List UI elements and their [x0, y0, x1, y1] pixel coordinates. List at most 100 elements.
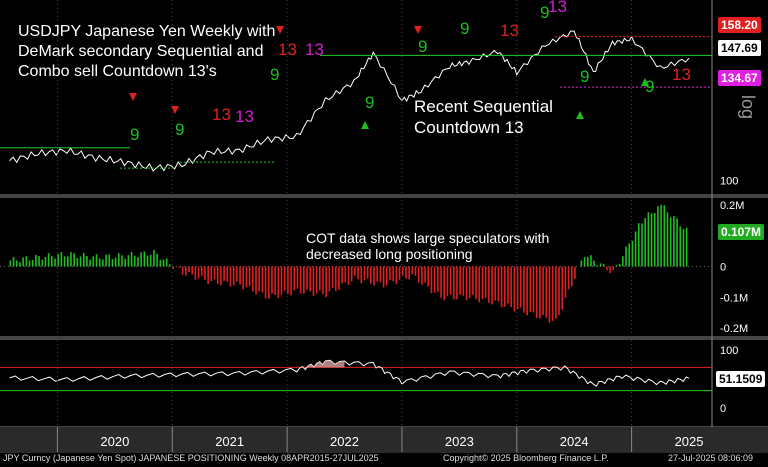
cot-bar: [200, 266, 203, 276]
cot-bar: [315, 266, 318, 294]
cot-bar: [31, 259, 34, 267]
cot-bar: [637, 223, 640, 267]
cot-bar: [481, 266, 484, 300]
cot-bar: [679, 226, 682, 267]
cot-bar: [73, 253, 75, 267]
cot-bar: [615, 265, 618, 267]
signal-arrow: [414, 26, 422, 34]
oscillator-line: [9, 359, 690, 387]
cot-bar: [197, 266, 200, 279]
cot-bar: [433, 266, 436, 293]
footer-source: JPY Curncy (Japanese Yen Spot) JAPANESE …: [3, 453, 379, 463]
cot-bar: [507, 266, 509, 304]
footer-timestamp: 27-Jul-2025 08:06:09: [668, 453, 754, 463]
cot-bar: [127, 255, 130, 267]
cot-bar: [98, 258, 101, 267]
cot-bar: [143, 251, 146, 267]
cot-tick-label: 0: [720, 262, 726, 274]
cot-bar: [504, 266, 506, 307]
cot-bar: [264, 266, 267, 299]
countdown-label: 9: [460, 19, 469, 38]
signal-arrow: [129, 93, 137, 101]
cot-bar: [376, 266, 379, 282]
cot-bar: [35, 254, 37, 267]
cot-bar: [38, 256, 40, 267]
cot-bar: [609, 266, 611, 273]
cot-bar: [245, 266, 248, 288]
cot-bar: [392, 266, 394, 282]
cot-bar: [405, 266, 407, 279]
cot-bar: [354, 266, 356, 276]
cot-bar: [535, 266, 538, 319]
x-tick-label: 2021: [215, 434, 244, 449]
cot-bar: [95, 254, 98, 267]
x-tick-label: 2024: [560, 434, 589, 449]
countdown-label: 9: [175, 120, 184, 139]
cot-tick-label: -0.1M: [720, 292, 748, 304]
x-tick-label: 2020: [100, 434, 129, 449]
oscillator-panel: 100500: [0, 345, 738, 415]
cot-bar: [133, 255, 136, 267]
cot-bar: [299, 266, 302, 294]
cot-bar: [277, 266, 280, 299]
cot-bar: [357, 266, 359, 280]
cot-bar: [9, 260, 12, 267]
countdown-label: 9: [540, 3, 549, 22]
cot-bar: [331, 266, 334, 289]
signal-arrow: [576, 111, 584, 119]
cot-last-tag: 0.107M: [718, 224, 765, 240]
price-tick-label: 100: [720, 175, 738, 187]
cot-bar: [76, 258, 79, 267]
cot-bar: [306, 266, 308, 290]
cot-bar: [430, 266, 433, 294]
cot-bar: [484, 266, 487, 298]
x-axis-band: [0, 427, 768, 453]
cot-bar: [574, 266, 576, 279]
cot-bar: [153, 249, 155, 267]
cot-bar: [417, 266, 420, 283]
cot-bar: [414, 266, 417, 276]
cot-bar: [497, 266, 500, 302]
last-price-tag: 147.69: [718, 40, 761, 56]
cot-bar: [462, 266, 465, 296]
cot-bar: [341, 266, 343, 284]
cot-bar: [459, 266, 461, 295]
cot-bar: [12, 256, 15, 267]
cot-bar: [395, 266, 398, 284]
cot-bar: [583, 257, 586, 267]
cot-bar: [303, 266, 305, 294]
cot-bar: [488, 266, 490, 303]
footer-copyright: Copyright© 2025 Bloomberg Finance L.P.: [443, 453, 609, 463]
countdown-label: 13: [672, 65, 691, 84]
cot-bar: [290, 266, 292, 296]
cot-bar: [440, 266, 442, 298]
cot-bar: [510, 266, 512, 308]
oscillator-last-tag: 51.1509: [716, 371, 766, 387]
cot-bar: [334, 266, 337, 291]
cot-bar: [491, 266, 493, 305]
cot-bar: [338, 266, 340, 290]
cot-bar: [567, 266, 570, 290]
x-tick-label: 2023: [445, 434, 474, 449]
countdown-label: 13: [305, 40, 324, 59]
cot-bar: [424, 266, 426, 283]
cot-bar: [41, 259, 44, 267]
cot-bar: [631, 240, 634, 267]
cot-bar: [22, 257, 24, 267]
countdown-label: 13: [500, 21, 519, 40]
cot-bar: [82, 252, 85, 267]
cot-bar: [561, 266, 564, 310]
cot-bar: [210, 266, 213, 282]
cot-bar: [634, 231, 637, 267]
cot-bar: [408, 266, 410, 280]
cot-bar: [660, 204, 662, 267]
cot-bar: [590, 255, 592, 267]
cot-bar: [472, 266, 474, 295]
cot-bar: [669, 217, 672, 267]
cot-bar: [248, 266, 251, 287]
cot-bar: [102, 259, 104, 267]
cot-bar: [401, 266, 404, 276]
cot-bar: [287, 266, 289, 294]
cot-bar: [188, 266, 190, 273]
